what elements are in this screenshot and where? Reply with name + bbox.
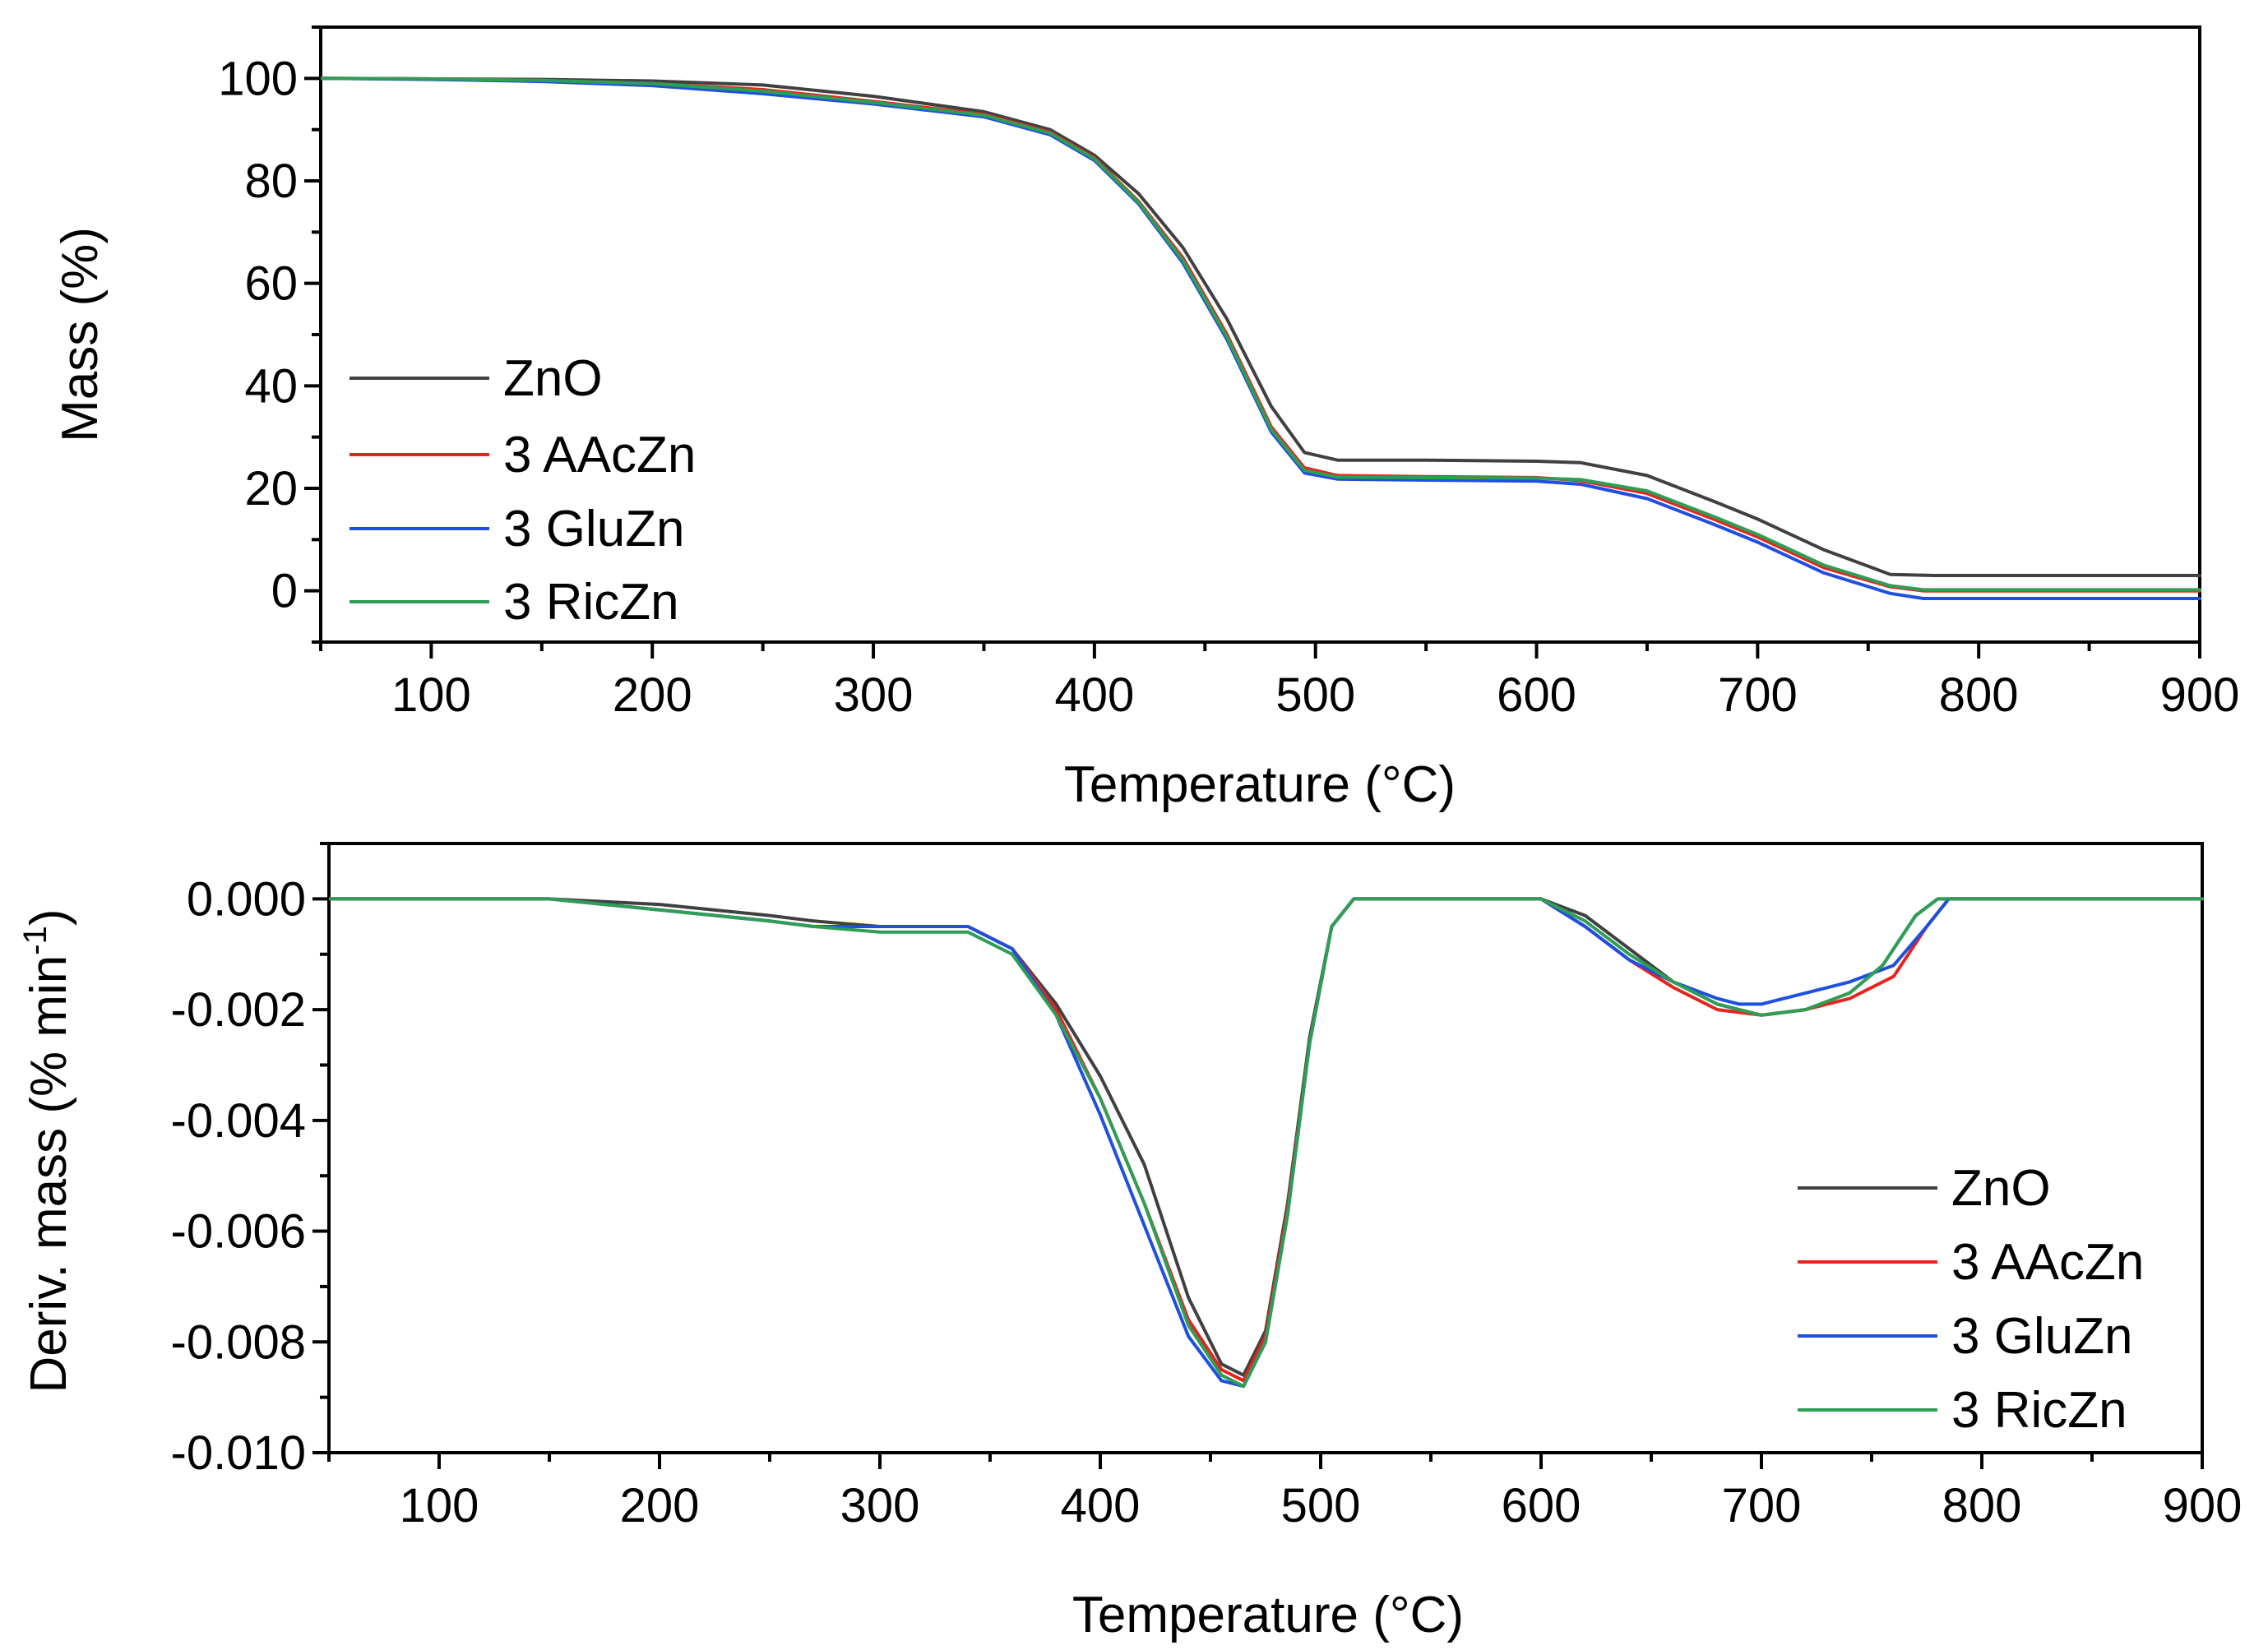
dtg-series-3gluzn xyxy=(327,897,2204,1389)
tga-y-tick-label: 40 xyxy=(244,359,298,413)
dtg-y-tick-label: -0.004 xyxy=(171,1094,306,1148)
dtg-x-tick-label: 600 xyxy=(1502,1479,1581,1532)
dtg-axes: 100 200 300 400 500 600 700 800 900 0.000 -0.002 -0… xyxy=(171,842,2243,1532)
dtg-y-axis-title-superscript: -1 xyxy=(17,926,53,955)
tga-x-tick-label: 200 xyxy=(613,668,692,722)
dtg-x-tick-label: 100 xyxy=(400,1479,479,1532)
tga-x-axis-title: Temperature (°C) xyxy=(1064,756,1456,813)
tga-series-3riczn xyxy=(319,76,2201,592)
dtg-x-tick-label: 500 xyxy=(1281,1479,1361,1532)
tga-series-group xyxy=(319,76,2201,600)
dtg-y-axis-title-close: ) xyxy=(21,908,77,926)
dtg-legend: ZnO 3 AAcZn 3 GluZn 3 RicZn xyxy=(1798,1160,2144,1439)
dtg-y-tick-label: -0.002 xyxy=(171,983,306,1037)
dtg-x-tick-label: 700 xyxy=(1722,1479,1802,1532)
tga-y-tick-label: 100 xyxy=(218,52,298,105)
dtg-x-tick-label: 200 xyxy=(620,1479,700,1532)
tga-x-tick-label: 300 xyxy=(834,668,914,722)
tga-y-axis-title: Mass (%) xyxy=(52,227,109,442)
dtg-y-tick-label: -0.008 xyxy=(171,1315,306,1369)
dtg-series-3riczn xyxy=(327,897,2204,1389)
tga-x-tick-label: 700 xyxy=(1718,668,1798,722)
dtg-legend-label-3aaczn: 3 AAcZn xyxy=(1951,1234,2144,1291)
dtg-panel: 100 200 300 400 500 600 700 800 900 0.000 -0.002 -0… xyxy=(17,842,2243,1643)
tga-legend-label-3riczn: 3 RicZn xyxy=(503,574,679,631)
tga-x-tick-label: 500 xyxy=(1275,668,1355,722)
dtg-plot-frame xyxy=(327,842,2204,1454)
tga-legend-label-3aaczn: 3 AAcZn xyxy=(503,427,696,483)
tga-legend: ZnO 3 AAcZn 3 GluZn 3 RicZn xyxy=(349,350,696,631)
tga-x-tick-label: 600 xyxy=(1497,668,1576,722)
dtg-y-axis-title-main: Deriv. mass (% min xyxy=(21,955,77,1393)
tga-axes: 100 200 300 400 500 600 700 800 900 0 20 40 60 80 100 xyxy=(218,25,2240,722)
dtg-x-tick-label: 300 xyxy=(840,1479,920,1532)
tga-y-tick-label: 80 xyxy=(244,155,298,208)
dtg-x-tick-label: 900 xyxy=(2163,1479,2243,1532)
dtg-legend-label-3riczn: 3 RicZn xyxy=(1951,1382,2127,1439)
tga-y-tick-label: 20 xyxy=(244,462,298,515)
dtg-legend-label-3gluzn: 3 GluZn xyxy=(1951,1308,2133,1365)
dtg-y-axis-title: Deriv. mass (% min-1) xyxy=(17,908,77,1393)
tga-x-tick-label: 800 xyxy=(1939,668,2019,722)
tga-y-tick-label: 0 xyxy=(271,565,298,618)
dtg-y-tick-label: -0.010 xyxy=(171,1426,306,1480)
dtg-legend-label-zno: ZnO xyxy=(1951,1160,2051,1217)
dtg-x-tick-label: 800 xyxy=(1942,1479,2022,1532)
dtg-x-axis-title: Temperature (°C) xyxy=(1072,1587,1464,1643)
dtg-y-tick-label: -0.006 xyxy=(171,1205,306,1259)
tga-x-tick-label: 400 xyxy=(1054,668,1134,722)
dtg-series-group xyxy=(327,897,2204,1389)
tga-x-tick-label: 100 xyxy=(391,668,471,722)
tga-series-zno xyxy=(319,76,2201,577)
tga-panel: 100 200 300 400 500 600 700 800 900 0 20 40 60 80100 … xyxy=(52,25,2240,813)
tga-legend-label-3gluzn: 3 GluZn xyxy=(503,501,685,557)
tga-y-tick-label: 60 xyxy=(244,257,298,311)
tga-legend-label-zno: ZnO xyxy=(503,350,603,407)
dtg-series-3aaczn xyxy=(327,897,2204,1383)
dtg-x-tick-label: 400 xyxy=(1061,1479,1141,1532)
dtg-y-tick-label: 0.000 xyxy=(187,872,306,926)
tga-x-tick-label: 900 xyxy=(2160,668,2240,722)
dtg-series-zno xyxy=(327,897,2204,1377)
